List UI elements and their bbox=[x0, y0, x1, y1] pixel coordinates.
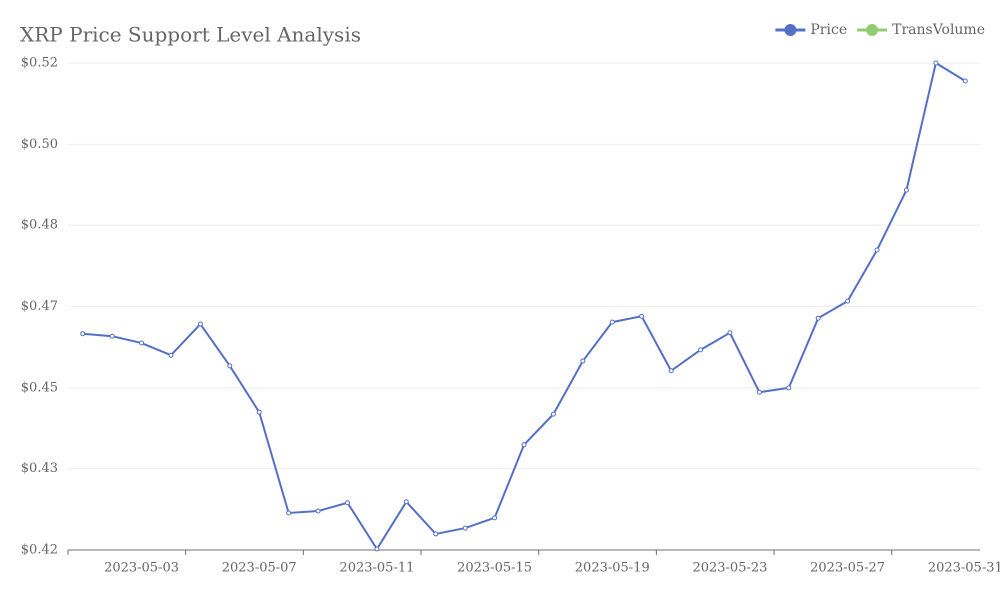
point bbox=[903, 187, 909, 193]
x-tick-label: 2023-05-19 bbox=[575, 561, 650, 576]
point bbox=[815, 315, 821, 321]
point bbox=[521, 442, 527, 448]
point bbox=[374, 546, 380, 552]
point bbox=[256, 409, 262, 415]
legend-label: Price bbox=[810, 22, 847, 38]
x-tick-label: 2023-05-07 bbox=[222, 561, 297, 576]
y-tick-label: $0.52 bbox=[21, 56, 58, 71]
legend-label: TransVolume bbox=[892, 22, 985, 38]
point bbox=[756, 389, 762, 395]
y-tick-label: $0.42 bbox=[21, 543, 58, 558]
point bbox=[492, 515, 498, 521]
chart-title: XRP Price Support Level Analysis bbox=[20, 23, 361, 47]
point bbox=[80, 331, 86, 337]
legend-swatch-dot bbox=[784, 24, 797, 36]
point bbox=[786, 385, 792, 391]
point bbox=[462, 525, 468, 531]
point bbox=[874, 247, 880, 253]
point bbox=[286, 510, 292, 516]
point bbox=[698, 347, 704, 353]
point bbox=[109, 333, 115, 339]
x-tick-label: 2023-05-27 bbox=[810, 561, 885, 576]
point bbox=[139, 340, 145, 346]
y-tick-label: $0.43 bbox=[21, 461, 58, 476]
point bbox=[403, 499, 409, 505]
point bbox=[197, 321, 203, 327]
x-tick-label: 2023-05-15 bbox=[457, 561, 532, 576]
point bbox=[168, 352, 174, 358]
x-tick-label: 2023-05-03 bbox=[104, 561, 179, 576]
x-tick-label: 2023-05-31 bbox=[928, 561, 1000, 576]
point bbox=[315, 508, 321, 514]
x-tick-label: 2023-05-11 bbox=[339, 561, 414, 576]
y-tick-label: $0.47 bbox=[21, 299, 58, 314]
point bbox=[227, 363, 233, 369]
point bbox=[580, 358, 586, 364]
y-tick-label: $0.45 bbox=[21, 380, 58, 395]
point bbox=[609, 319, 615, 325]
point bbox=[845, 298, 851, 304]
point bbox=[962, 78, 968, 84]
point bbox=[639, 313, 645, 319]
point bbox=[727, 330, 733, 336]
y-tick-label: $0.50 bbox=[21, 137, 58, 152]
point bbox=[344, 500, 350, 506]
point bbox=[933, 60, 939, 66]
y-tick-label: $0.48 bbox=[21, 218, 58, 233]
point bbox=[668, 368, 674, 374]
point bbox=[550, 411, 556, 417]
legend-swatch-dot bbox=[866, 24, 879, 36]
point bbox=[433, 531, 439, 537]
x-tick-label: 2023-05-23 bbox=[692, 561, 767, 576]
